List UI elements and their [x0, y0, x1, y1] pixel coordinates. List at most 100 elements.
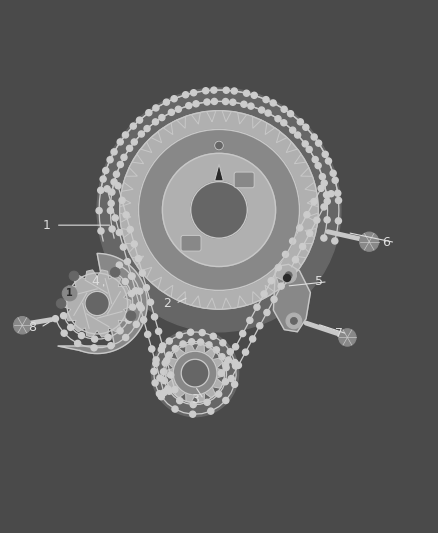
Circle shape	[314, 217, 320, 223]
Circle shape	[191, 90, 197, 96]
Circle shape	[227, 349, 233, 355]
Circle shape	[129, 273, 135, 279]
Circle shape	[276, 264, 282, 271]
Circle shape	[92, 336, 98, 342]
Circle shape	[223, 87, 229, 93]
Circle shape	[204, 399, 210, 405]
Circle shape	[176, 332, 182, 338]
Circle shape	[113, 171, 120, 177]
Circle shape	[332, 177, 338, 183]
Circle shape	[283, 251, 289, 257]
Circle shape	[153, 105, 159, 111]
Circle shape	[117, 139, 123, 145]
Circle shape	[215, 391, 222, 397]
Circle shape	[172, 345, 178, 352]
Circle shape	[233, 363, 239, 369]
Circle shape	[161, 377, 167, 384]
Circle shape	[324, 198, 330, 204]
Polygon shape	[58, 254, 147, 353]
Circle shape	[251, 92, 257, 99]
Circle shape	[297, 225, 303, 231]
Circle shape	[148, 299, 154, 305]
Circle shape	[158, 346, 164, 353]
Circle shape	[104, 186, 110, 192]
Circle shape	[161, 390, 167, 395]
Circle shape	[121, 155, 127, 160]
Circle shape	[78, 333, 85, 338]
Circle shape	[211, 99, 217, 104]
Circle shape	[128, 273, 134, 279]
Circle shape	[290, 318, 297, 325]
Circle shape	[164, 358, 170, 364]
Circle shape	[281, 106, 287, 112]
Circle shape	[278, 283, 284, 289]
Polygon shape	[166, 344, 225, 402]
Circle shape	[263, 96, 269, 103]
Circle shape	[67, 324, 74, 330]
Circle shape	[231, 88, 237, 94]
Circle shape	[166, 388, 172, 394]
Circle shape	[335, 190, 341, 196]
Circle shape	[181, 359, 209, 387]
Circle shape	[122, 278, 128, 285]
Circle shape	[105, 334, 111, 341]
Circle shape	[271, 296, 277, 302]
Text: 8: 8	[28, 321, 36, 334]
Circle shape	[215, 141, 223, 150]
Text: 7: 7	[335, 327, 343, 341]
Circle shape	[57, 298, 66, 308]
Circle shape	[112, 215, 118, 221]
Circle shape	[127, 146, 133, 151]
Text: 4: 4	[91, 275, 99, 288]
Circle shape	[138, 130, 300, 290]
Circle shape	[127, 227, 133, 232]
Circle shape	[281, 268, 297, 283]
Text: 3: 3	[191, 393, 199, 406]
Circle shape	[160, 369, 166, 375]
Circle shape	[117, 161, 124, 167]
Circle shape	[97, 88, 341, 332]
Circle shape	[339, 329, 356, 346]
Circle shape	[330, 170, 336, 176]
Circle shape	[285, 272, 292, 279]
Circle shape	[137, 288, 143, 294]
Circle shape	[304, 212, 310, 218]
Circle shape	[175, 106, 181, 112]
Circle shape	[315, 140, 321, 146]
Circle shape	[69, 271, 79, 281]
Circle shape	[168, 109, 174, 115]
FancyBboxPatch shape	[181, 236, 201, 251]
Circle shape	[297, 119, 304, 125]
Circle shape	[232, 381, 238, 387]
Circle shape	[98, 187, 104, 193]
Circle shape	[61, 330, 67, 336]
Circle shape	[139, 270, 145, 276]
Circle shape	[223, 378, 229, 385]
Circle shape	[191, 182, 247, 238]
Circle shape	[223, 398, 229, 403]
Circle shape	[85, 292, 110, 316]
Circle shape	[324, 192, 329, 198]
Circle shape	[137, 302, 143, 308]
Circle shape	[240, 330, 246, 337]
Circle shape	[149, 346, 155, 352]
Circle shape	[138, 305, 145, 311]
Circle shape	[198, 339, 204, 345]
Circle shape	[319, 174, 325, 180]
Circle shape	[321, 204, 327, 210]
Circle shape	[172, 386, 178, 393]
Circle shape	[248, 103, 254, 109]
Circle shape	[168, 372, 174, 378]
Circle shape	[144, 126, 150, 132]
Circle shape	[98, 228, 104, 234]
Circle shape	[152, 119, 159, 125]
Circle shape	[131, 139, 138, 145]
Polygon shape	[120, 111, 318, 309]
Circle shape	[302, 141, 308, 147]
Circle shape	[213, 347, 219, 353]
Circle shape	[111, 179, 117, 185]
Circle shape	[286, 313, 302, 329]
Circle shape	[109, 226, 115, 232]
Circle shape	[306, 147, 312, 152]
Circle shape	[14, 317, 31, 334]
